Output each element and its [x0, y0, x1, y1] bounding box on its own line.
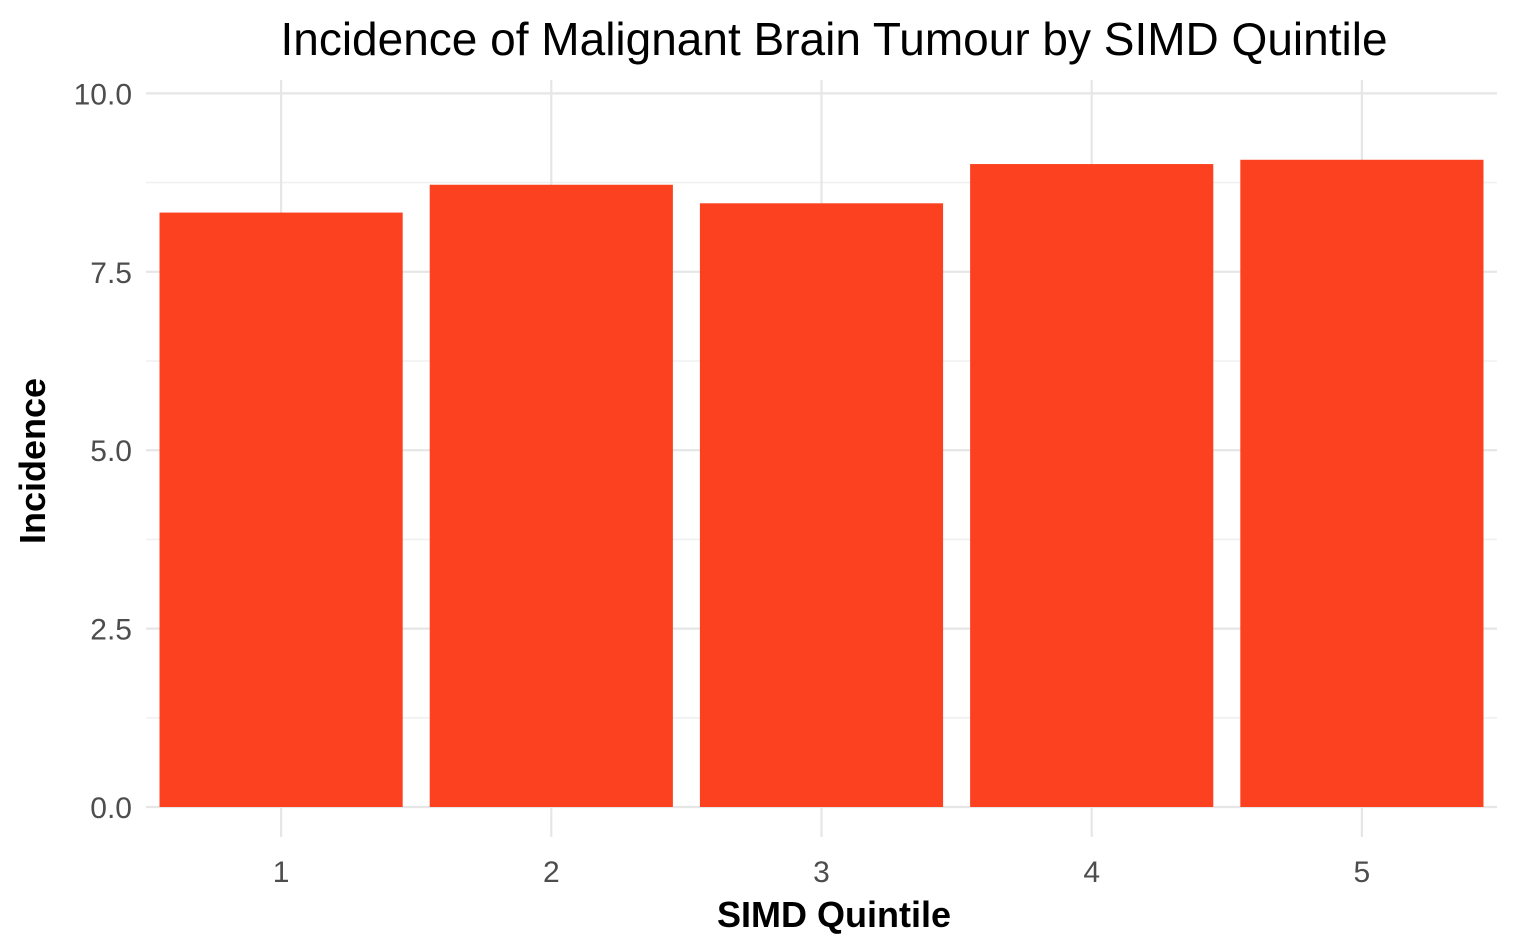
bar [699, 203, 944, 807]
x-axis-title: SIMD Quintile [717, 894, 951, 935]
y-axis-ticks: 0.0 2.5 5.0 7.5 10.0 [74, 78, 132, 825]
bars [159, 159, 1484, 808]
y-tick-label: 10.0 [74, 78, 132, 111]
x-tick-label: 5 [1354, 856, 1371, 889]
bar [970, 164, 1214, 807]
x-tick-label: 4 [1083, 856, 1100, 889]
y-tick-label: 0.0 [90, 792, 132, 825]
y-axis-title: Incidence [12, 378, 53, 544]
chart-title: Incidence of Malignant Brain Tumour by S… [280, 13, 1387, 65]
y-tick-label: 2.5 [90, 614, 132, 647]
bar [1240, 159, 1484, 807]
x-tick-label: 3 [813, 856, 830, 889]
bar [159, 212, 403, 808]
y-tick-label: 7.5 [90, 257, 132, 290]
bar [429, 184, 673, 808]
x-tick-label: 1 [273, 856, 290, 889]
y-tick-label: 5.0 [90, 435, 132, 468]
x-axis-ticks: 1 2 3 4 5 [273, 856, 1370, 889]
x-tick-label: 2 [543, 856, 560, 889]
